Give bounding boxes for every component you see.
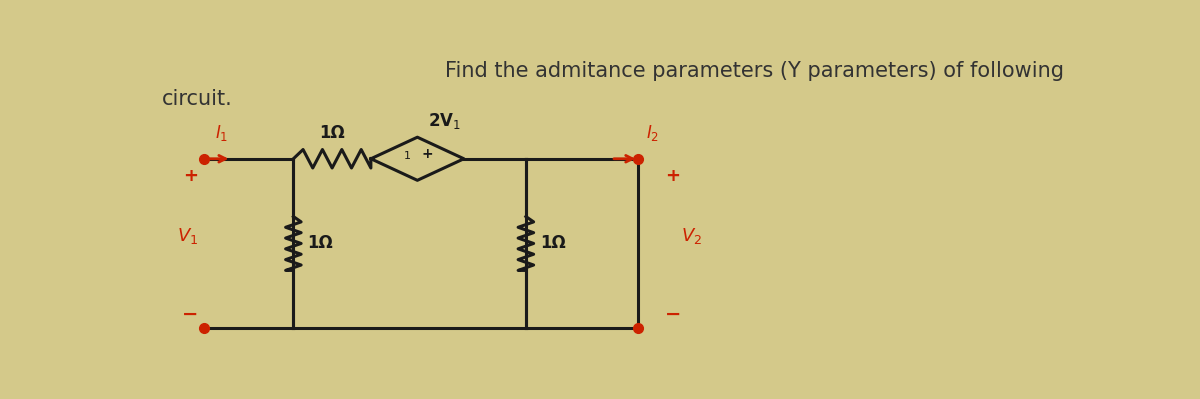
Text: +: + [665,167,680,185]
Text: 1: 1 [404,151,412,161]
Text: 1Ω: 1Ω [540,235,565,253]
Text: circuit.: circuit. [162,89,233,109]
Text: $V_1$: $V_1$ [176,226,198,246]
Text: +: + [421,147,433,161]
Text: −: − [181,305,198,324]
Text: $I_2$: $I_2$ [646,123,659,143]
Text: $I_1$: $I_1$ [215,123,228,143]
Text: −: − [665,305,682,324]
Text: $V_2$: $V_2$ [680,226,702,246]
Text: 1Ω: 1Ω [319,124,346,142]
Text: +: + [184,167,198,185]
Text: Find the admitance parameters (Y parameters) of following: Find the admitance parameters (Y paramet… [445,61,1064,81]
Text: 2V$_1$: 2V$_1$ [428,111,461,131]
Text: 1Ω: 1Ω [307,235,334,253]
